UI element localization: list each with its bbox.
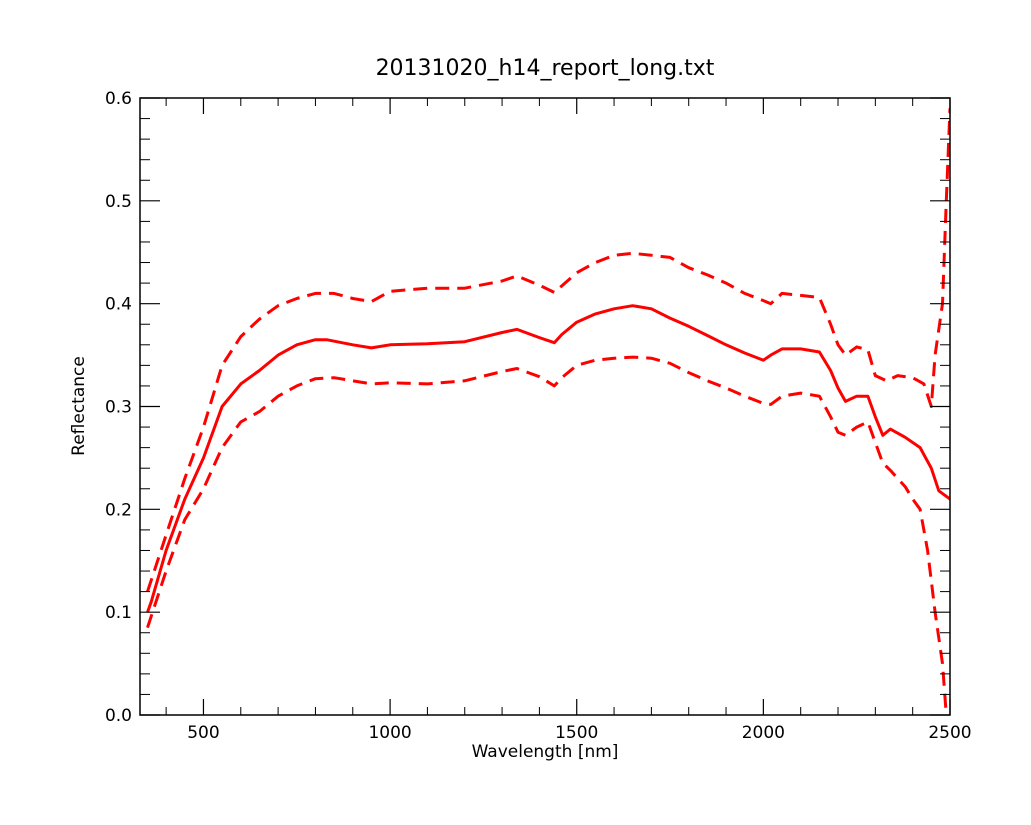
lower-series-line xyxy=(146,355,948,715)
y-tick-label: 0.2 xyxy=(105,500,132,520)
x-tick-label: 2000 xyxy=(742,723,785,743)
x-axis-title: Wavelength [nm] xyxy=(472,742,619,762)
series-layer xyxy=(146,108,950,715)
y-tick-label: 0.3 xyxy=(105,398,132,418)
chart-title: 20131020_h14_report_long.txt xyxy=(376,56,715,81)
upper-series-line xyxy=(146,108,950,593)
x-tick-label: 1000 xyxy=(368,723,411,743)
y-tick-label: 0.6 xyxy=(105,89,132,109)
mean-series-line xyxy=(146,304,950,613)
x-tick-label: 500 xyxy=(187,723,219,743)
y-axis-title: Reflectance xyxy=(69,356,89,456)
plot-frame xyxy=(139,97,951,716)
y-tick-label: 0.4 xyxy=(105,295,132,315)
ticks-layer: 500 1000 1500 2000 2500 0.0 0.1 0.2 0.3 0.4 0.5 0.6 xyxy=(105,89,972,743)
x-tick-label: 1500 xyxy=(555,723,598,743)
y-tick-label: 0.0 xyxy=(105,706,132,726)
x-tick-label: 2500 xyxy=(928,723,971,743)
y-tick-label: 0.5 xyxy=(105,192,132,212)
y-tick-label: 0.1 xyxy=(105,603,132,623)
